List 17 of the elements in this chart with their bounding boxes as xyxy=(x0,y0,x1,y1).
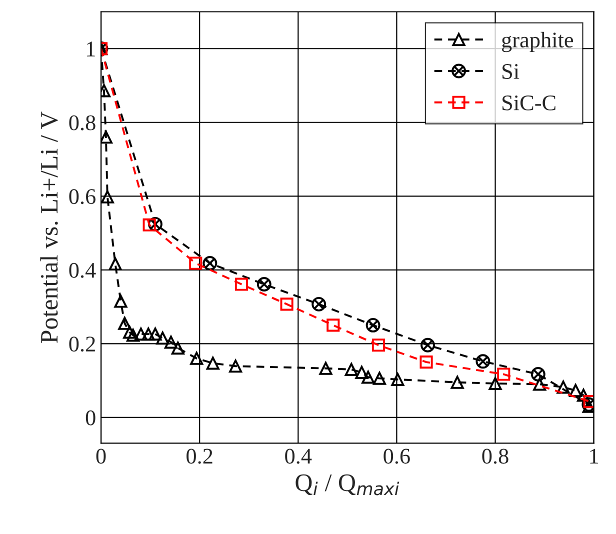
x-tick-label: 0 xyxy=(96,448,106,464)
y-axis-title: Potential vs. Li+/Li / V xyxy=(40,112,58,343)
y-tick-label: 0.8 xyxy=(69,115,96,130)
legend-label: Si xyxy=(502,64,520,79)
y-tick-label: 1 xyxy=(87,42,95,56)
legend-label: graphite xyxy=(502,32,574,52)
x-tick-label: 0.6 xyxy=(384,448,410,464)
x-tick-label: 0.8 xyxy=(482,448,508,464)
y-tick-label: 0.6 xyxy=(69,189,96,204)
legend-label: SiC-C xyxy=(502,95,556,110)
x-tick-label: 1 xyxy=(590,448,598,464)
x-tick-label: 0.2 xyxy=(186,448,212,464)
x-tick-label: 0.4 xyxy=(285,448,312,464)
y-tick-label: 0.4 xyxy=(69,262,96,278)
y-tick-label: 0.2 xyxy=(69,336,95,352)
y-tick-label: 0 xyxy=(86,410,96,426)
x-axis-title: Q$_{i}$ / Q$_{maxi}$ xyxy=(296,474,400,496)
